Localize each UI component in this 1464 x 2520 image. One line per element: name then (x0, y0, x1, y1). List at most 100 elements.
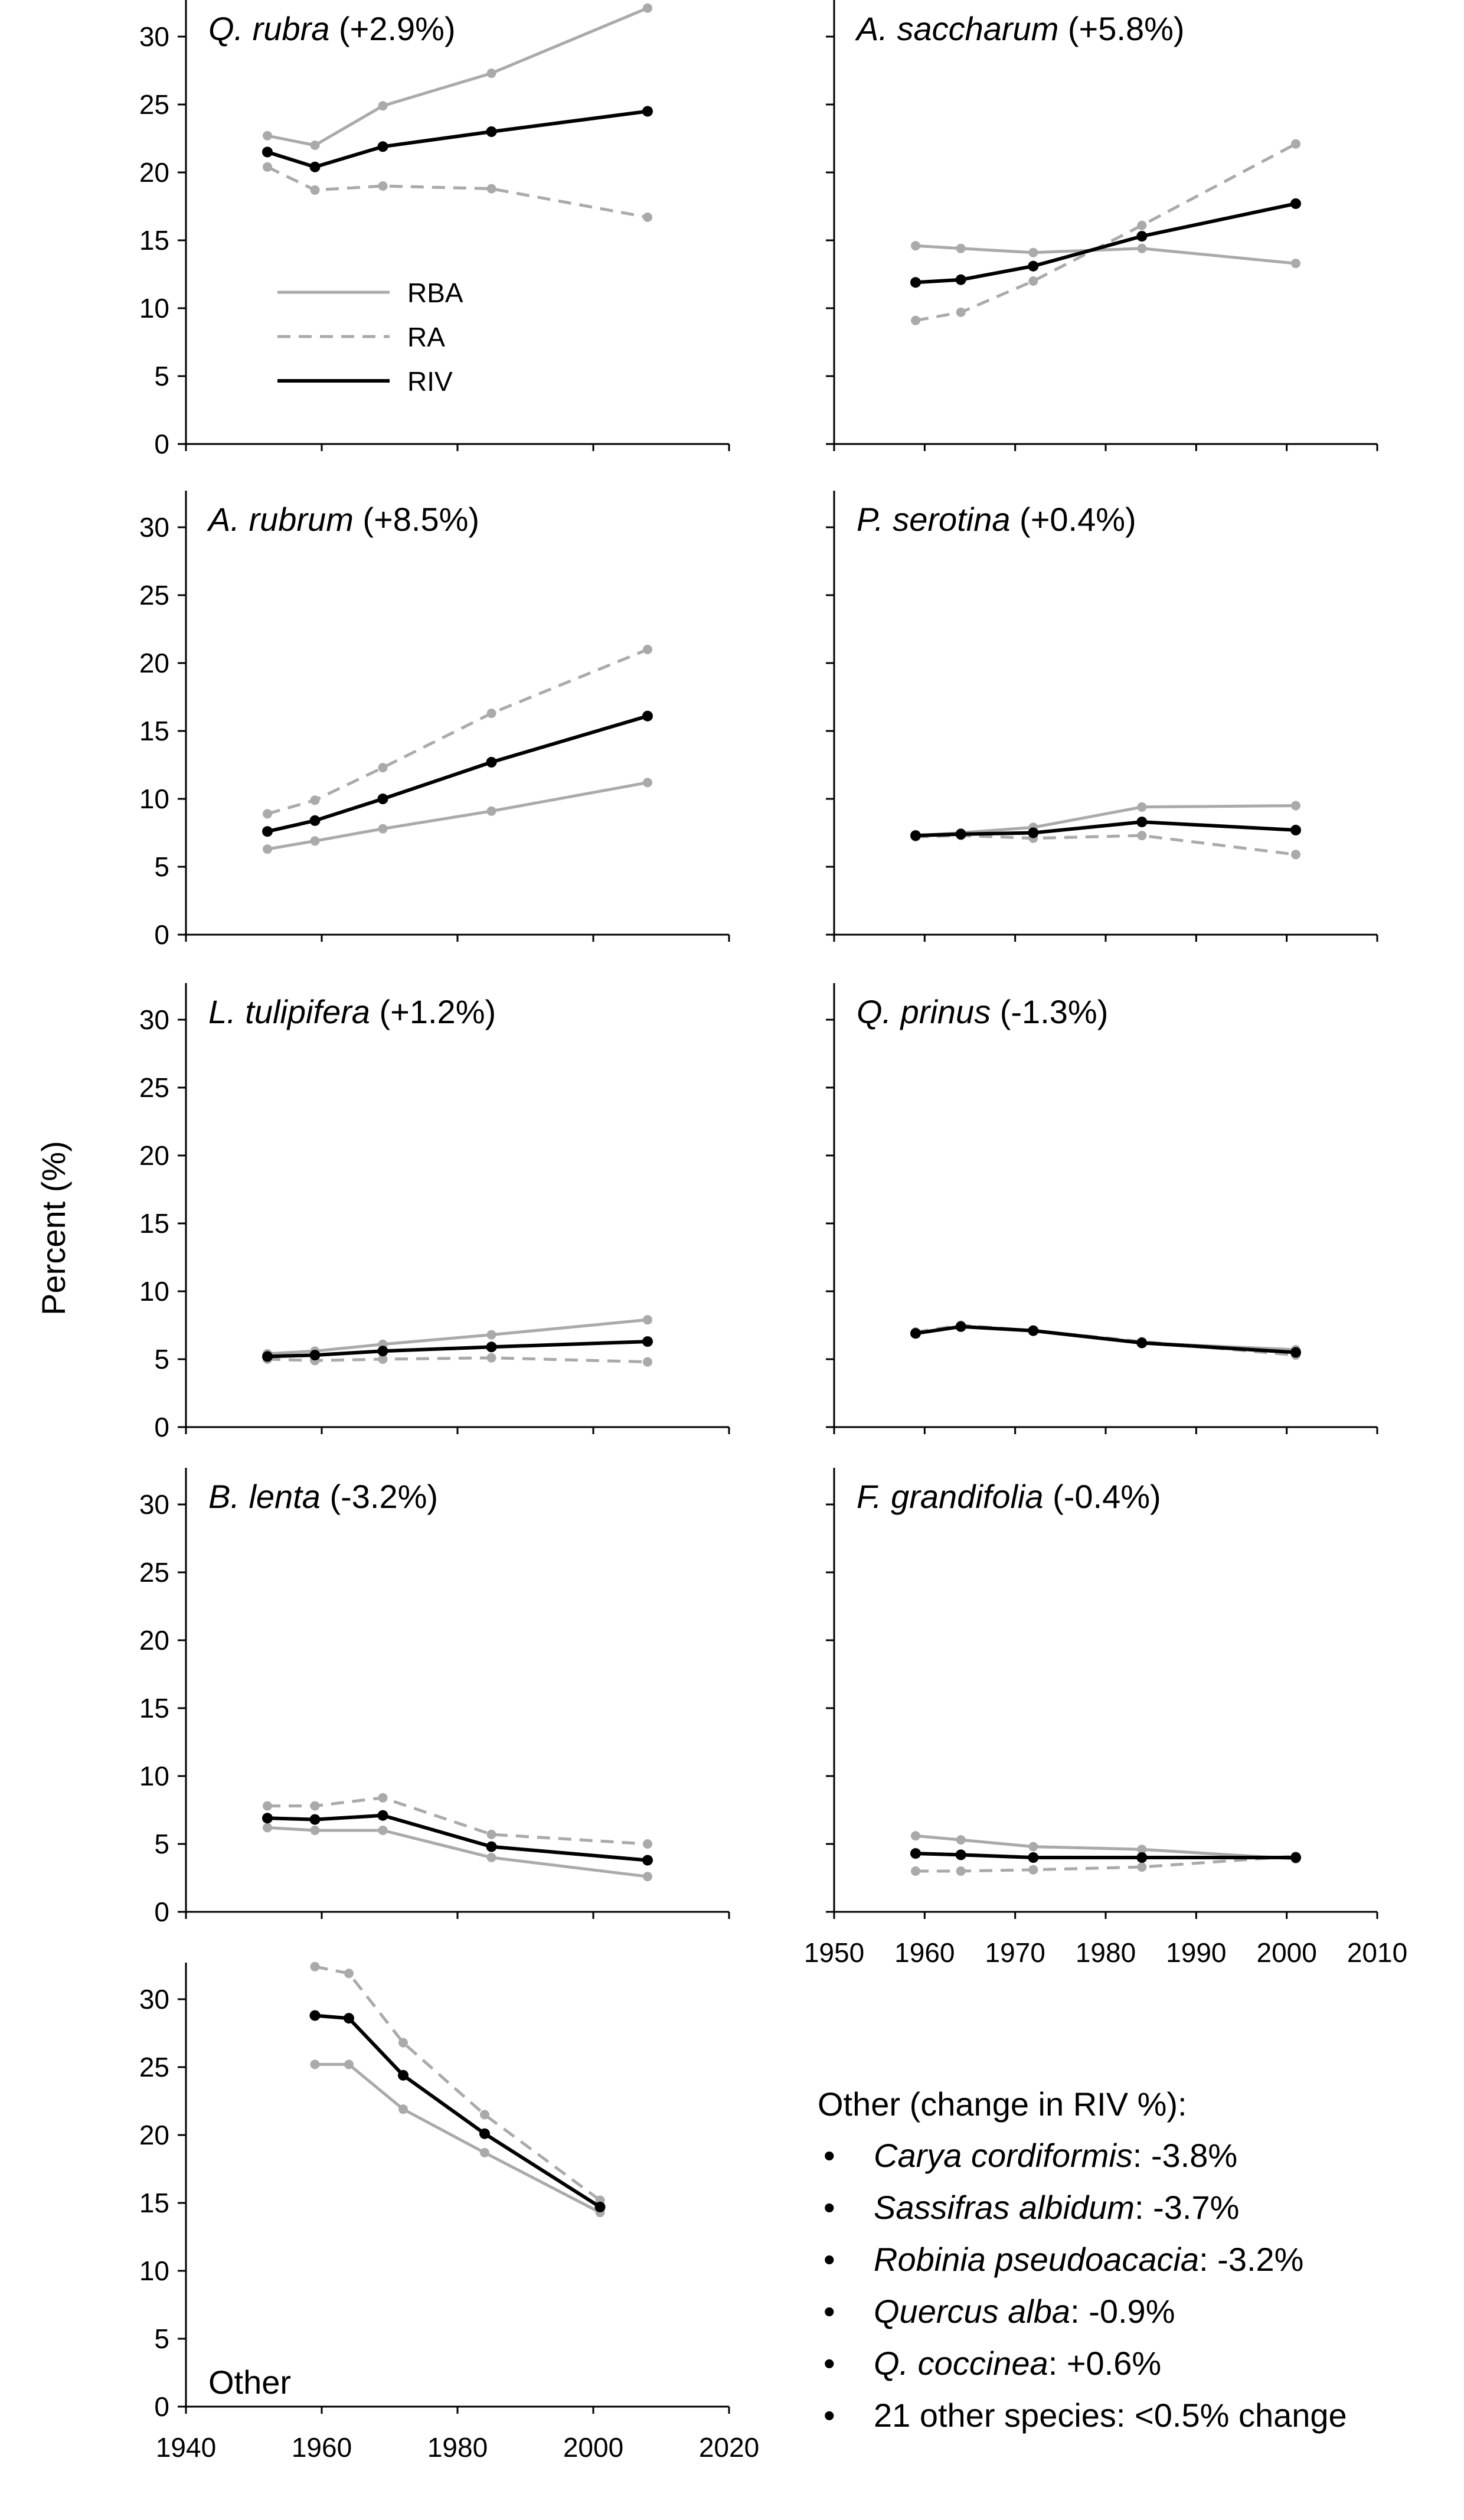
point-riv (910, 830, 921, 841)
other-note-heading: Other (change in RIV %): (818, 2085, 1187, 2123)
point-ra (1028, 276, 1038, 286)
point-rba (378, 1826, 388, 1835)
y-tick-label: 20 (139, 1625, 169, 1656)
note-item-change: : +0.6% (1048, 2345, 1161, 2382)
note-item: Quercus alba: -0.9% (874, 2293, 1175, 2330)
point-rba (911, 1831, 920, 1841)
panel-3: P. serotina (+0.4%) (826, 491, 1378, 942)
point-rba (956, 1835, 966, 1845)
legend-riv-label: RIV (407, 366, 453, 397)
note-bullet: • (824, 2189, 835, 2226)
panel-bottom-label: Other (208, 2364, 291, 2401)
point-riv (955, 828, 966, 840)
x-tick-label: 1940 (156, 2432, 216, 2463)
panel-title-species: Q. rubra (208, 10, 329, 47)
series-line-rba (267, 1826, 648, 1878)
point-rba (1137, 243, 1147, 253)
point-ra (344, 1969, 354, 1979)
series-line-riv (915, 1324, 1296, 1354)
point-riv (344, 2013, 354, 2024)
point-riv (1290, 1347, 1301, 1358)
y-tick-label: 25 (139, 580, 169, 611)
point-riv (377, 1346, 388, 1357)
note-item: Carya cordiformis: -3.8% (874, 2137, 1237, 2174)
note-item: Q. coccinea: +0.6% (874, 2345, 1161, 2382)
point-riv (642, 710, 653, 722)
note-item: Robinia pseudoacacia: -3.2% (874, 2241, 1303, 2278)
y-tick-label: 10 (139, 784, 169, 814)
point-rba (1291, 801, 1300, 811)
point-riv (309, 815, 321, 826)
panel-title: F. grandifolia (-0.4%) (857, 1478, 1161, 1515)
x-tick-label: 1960 (894, 1937, 955, 1968)
point-ra (486, 1353, 496, 1363)
point-riv (1290, 1852, 1301, 1863)
note-item-change: 21 other species: <0.5% change (874, 2397, 1347, 2434)
panel-title-change: (-3.2%) (321, 1478, 438, 1515)
point-ra (1137, 1862, 1147, 1872)
point-riv (1290, 824, 1301, 835)
point-riv (910, 1328, 921, 1339)
point-rba (1137, 1845, 1147, 1855)
panel-5: Q. prinus (-1.3%) (826, 983, 1378, 1434)
point-ra (480, 2110, 489, 2120)
point-ra (310, 1961, 320, 1971)
note-bullet: • (824, 2241, 835, 2278)
x-tick-label: 1980 (427, 2432, 488, 2463)
panel-title-species: A. saccharum (855, 10, 1058, 47)
series-line-riv (315, 2013, 602, 2209)
point-riv (955, 1849, 966, 1860)
point-rba (378, 824, 388, 834)
point-rba (486, 1330, 496, 1340)
point-ra (643, 212, 652, 222)
series-line-ra (915, 834, 1296, 856)
point-ra (378, 1354, 388, 1364)
note-item-species: Robinia pseudoacacia (874, 2241, 1199, 2278)
point-riv (377, 794, 388, 804)
point-riv (262, 1813, 273, 1824)
legend-ra-label: RA (407, 322, 445, 352)
point-riv (642, 1855, 653, 1866)
panel-7: 1950 1960 1970 1980 1990 2000 2010 F. grandifol… (804, 1468, 1407, 1968)
point-rba (1028, 247, 1038, 257)
legend: RBA RA RIV (277, 278, 463, 397)
y-tick-label: 0 (154, 919, 169, 950)
panel-8: 0 5 10 15 20 25 30 1940 1960 1980 2000 2020 Other (139, 1961, 759, 2463)
point-ra (643, 645, 652, 654)
y-tick-label: 10 (139, 1761, 169, 1791)
point-riv (479, 2128, 490, 2139)
y-tick-label: 15 (139, 1208, 169, 1239)
y-tick-label: 0 (154, 2391, 169, 2422)
x-tick-label: 1990 (1166, 1937, 1226, 1968)
panel-title-species: F. grandifolia (857, 1478, 1044, 1515)
panel-1: A. saccharum (+5.8%) (826, 0, 1378, 451)
point-riv (262, 1351, 273, 1362)
point-rba (398, 2104, 408, 2114)
point-ra (263, 162, 272, 172)
y-tick-label: 20 (139, 157, 169, 188)
y-tick-label: 30 (139, 1489, 169, 1520)
series-line-rba (315, 2062, 601, 2214)
x-tick-label: 2010 (1347, 1937, 1407, 1968)
point-riv (955, 274, 966, 285)
panel-title-change: (+8.5%) (354, 501, 479, 538)
panel-4: 0 5 10 15 20 25 30 L. tulipifera (+1.2%) (139, 983, 730, 1442)
series-line-riv (915, 201, 1296, 285)
point-rba (263, 1823, 272, 1833)
point-rba (643, 778, 652, 788)
panel-title-change: (-0.4%) (1044, 1478, 1161, 1515)
series-line-riv (915, 820, 1296, 838)
point-rba (480, 2147, 489, 2157)
x-tick-label: 2000 (563, 2432, 623, 2463)
point-ra (398, 2038, 408, 2048)
point-riv (1028, 260, 1039, 272)
point-ra (378, 763, 388, 773)
other-note-list: • Carya cordiformis: -3.8% • Sassifras albi… (824, 2137, 1347, 2434)
point-ra (486, 184, 496, 194)
note-item-species: Quercus alba (874, 2293, 1070, 2330)
series-line-riv (267, 714, 648, 834)
point-rba (486, 68, 496, 79)
y-tick-label: 30 (139, 21, 169, 52)
point-riv (1028, 1325, 1039, 1336)
x-tick-label: 1950 (804, 1937, 864, 1968)
